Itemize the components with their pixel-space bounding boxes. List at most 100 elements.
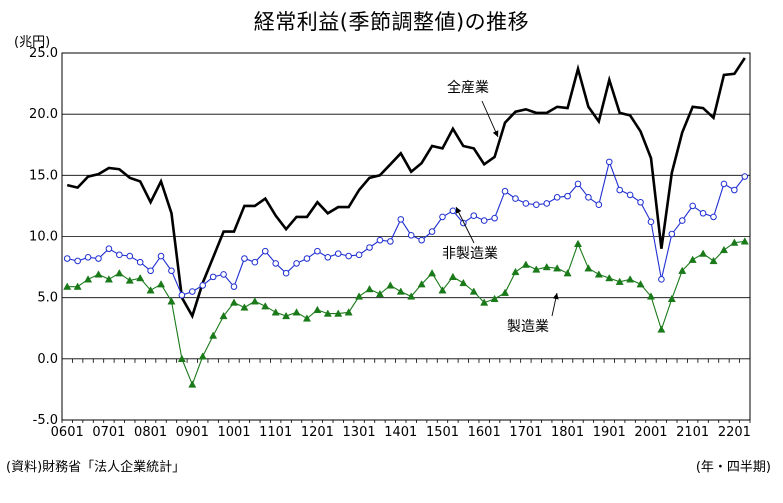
data-point-non-manufacturing	[668, 230, 676, 238]
data-point-non-manufacturing	[105, 245, 113, 253]
data-point-non-manufacturing	[209, 273, 217, 281]
data-point-manufacturing	[626, 275, 635, 283]
data-point-non-manufacturing	[126, 252, 134, 260]
y-tick-label: 15.0	[29, 168, 58, 183]
x-tick-label: 1101	[259, 425, 292, 440]
x-tick-label: 2101	[676, 425, 709, 440]
data-point-manufacturing	[73, 282, 82, 290]
data-point-manufacturing	[396, 287, 405, 295]
data-point-non-manufacturing	[512, 195, 519, 202]
y-tick-label: 5.0	[37, 291, 58, 306]
data-point-manufacturing	[553, 264, 562, 272]
y-tick-label: 20.0	[29, 107, 58, 122]
data-point-manufacturing	[344, 308, 353, 316]
y-axis-unit-label: (兆円)	[14, 35, 51, 50]
data-point-non-manufacturing	[314, 247, 321, 255]
data-point-manufacturing	[167, 297, 176, 305]
data-point-non-manufacturing	[199, 282, 207, 289]
data-point-non-manufacturing	[564, 192, 571, 200]
data-point-non-manufacturing	[616, 186, 623, 194]
x-tick-label: 1401	[384, 425, 417, 440]
y-tick-label: 10.0	[29, 230, 58, 245]
data-point-non-manufacturing	[397, 216, 405, 223]
data-point-non-manufacturing	[689, 202, 696, 210]
x-tick-label: 1301	[343, 425, 376, 440]
data-point-non-manufacturing	[387, 238, 394, 245]
data-point-manufacturing	[448, 272, 457, 280]
data-point-non-manufacturing	[168, 267, 175, 275]
data-point-manufacturing	[365, 284, 374, 293]
data-point-manufacturing	[678, 266, 687, 274]
series-line-manufacturing	[67, 240, 745, 387]
data-point-non-manufacturing	[439, 213, 446, 221]
x-tick-label: 0601	[51, 425, 84, 440]
x-tick-label: 1001	[217, 425, 250, 440]
data-point-non-manufacturing	[731, 186, 738, 194]
data-point-non-manufacturing	[355, 251, 363, 259]
annotation-arrowhead-manufacturing	[552, 293, 559, 300]
source-note: (資料)財務省「法人企業統計」	[6, 460, 186, 475]
data-point-non-manufacturing	[470, 212, 478, 220]
data-point-non-manufacturing	[147, 267, 154, 275]
data-point-manufacturing	[584, 264, 593, 272]
data-point-manufacturing	[355, 292, 364, 300]
data-point-manufacturing	[657, 325, 666, 333]
data-point-non-manufacturing	[710, 213, 717, 221]
data-point-manufacturing	[375, 289, 384, 298]
data-point-manufacturing	[542, 262, 551, 271]
data-point-manufacturing	[740, 237, 749, 245]
x-tick-label: 2001	[634, 425, 667, 440]
x-tick-label: 1601	[468, 425, 501, 440]
data-point-manufacturing	[438, 286, 447, 294]
data-point-non-manufacturing	[324, 253, 332, 261]
data-point-non-manufacturing	[699, 209, 707, 217]
annotation-leader-all-industries	[481, 100, 499, 138]
data-point-non-manufacturing	[553, 194, 561, 201]
data-point-non-manufacturing	[178, 291, 186, 299]
data-point-non-manufacturing	[136, 258, 144, 266]
data-point-manufacturing	[146, 286, 155, 294]
data-point-manufacturing	[699, 249, 708, 257]
data-point-manufacturing	[334, 309, 343, 317]
data-point-manufacturing	[313, 305, 322, 314]
data-point-non-manufacturing	[334, 250, 342, 257]
data-point-manufacturing	[667, 294, 676, 303]
data-point-manufacturing	[730, 238, 739, 246]
data-point-non-manufacturing	[720, 180, 728, 188]
data-point-manufacturing	[688, 255, 697, 263]
data-point-manufacturing	[428, 269, 437, 277]
data-point-manufacturing	[209, 331, 218, 339]
data-point-non-manufacturing	[647, 218, 655, 226]
data-point-manufacturing	[104, 275, 113, 283]
series-line-all-industries	[66, 57, 746, 320]
x-axis-period-label: (年・四半期)	[695, 460, 771, 475]
x-tick-label: 1201	[301, 425, 334, 440]
x-tick-label: 1801	[551, 425, 584, 440]
data-point-manufacturing	[219, 311, 228, 320]
data-point-manufacturing	[501, 288, 510, 296]
data-point-manufacturing	[94, 270, 103, 278]
data-point-non-manufacturing	[303, 255, 311, 262]
data-point-non-manufacturing	[501, 187, 509, 195]
data-point-manufacturing	[250, 297, 259, 305]
x-tick-label: 0901	[176, 425, 209, 440]
data-point-non-manufacturing	[261, 247, 269, 255]
data-point-non-manufacturing	[84, 253, 92, 261]
data-point-manufacturing	[198, 352, 207, 360]
data-point-manufacturing	[261, 302, 270, 310]
data-point-manufacturing	[532, 265, 541, 273]
data-point-non-manufacturing	[63, 255, 71, 262]
data-point-manufacturing	[459, 278, 468, 287]
data-point-non-manufacturing	[543, 200, 551, 207]
data-point-manufacturing	[521, 260, 530, 268]
data-point-manufacturing	[594, 270, 603, 278]
chart-title: 経常利益(季節調整値)の推移	[253, 10, 530, 34]
x-tick-label: 1501	[426, 425, 459, 440]
data-point-non-manufacturing	[428, 228, 436, 235]
annotation-arrowhead-all-industries	[492, 130, 499, 137]
data-point-manufacturing	[302, 314, 311, 322]
data-point-manufacturing	[271, 308, 280, 316]
y-tick-label: 25.0	[29, 46, 58, 61]
data-point-non-manufacturing	[449, 207, 457, 215]
y-tick-label: 0.0	[37, 352, 58, 367]
